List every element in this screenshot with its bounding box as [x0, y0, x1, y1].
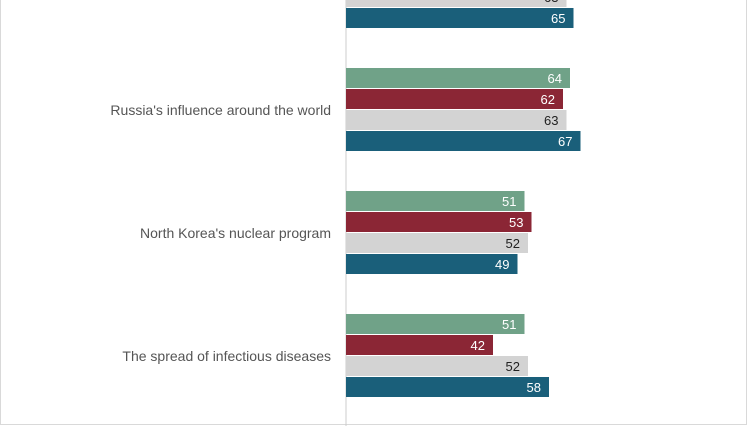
bar	[346, 377, 549, 397]
value-label: 58	[527, 380, 541, 395]
category-label: North Korea's nuclear program	[140, 225, 331, 241]
value-label: 63	[544, 0, 558, 5]
bar	[346, 356, 528, 376]
value-label: 65	[551, 11, 565, 26]
value-label: 63	[544, 113, 558, 128]
value-label: 51	[502, 194, 516, 209]
bar	[346, 191, 525, 211]
value-label: 62	[541, 92, 555, 107]
value-label: 53	[509, 215, 523, 230]
bar	[346, 131, 581, 151]
bar	[346, 68, 570, 88]
value-label: 42	[471, 338, 485, 353]
bar	[346, 8, 574, 28]
bar	[346, 233, 528, 253]
bar	[346, 335, 493, 355]
value-label: 67	[558, 134, 572, 149]
category-label: Russia's influence around the world	[110, 102, 331, 118]
value-label: 52	[506, 236, 520, 251]
bar	[346, 314, 525, 334]
category-label: The spread of infectious diseases	[122, 348, 331, 364]
value-label: 64	[548, 71, 562, 86]
bar	[346, 212, 532, 232]
bar	[346, 110, 567, 130]
value-label: 49	[495, 257, 509, 272]
bar	[346, 0, 567, 7]
value-label: 52	[506, 359, 520, 374]
bar	[346, 89, 563, 109]
bar	[346, 254, 518, 274]
value-label: 51	[502, 317, 516, 332]
